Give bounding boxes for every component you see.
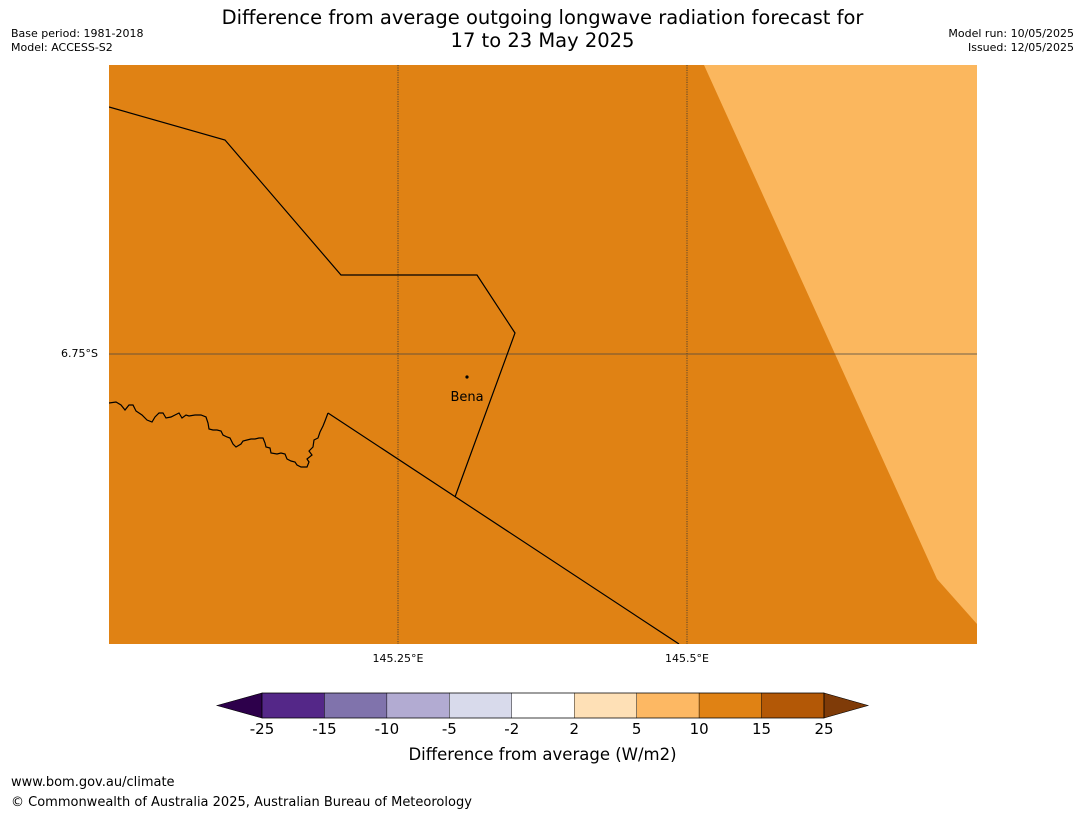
- place-label-bena: Bena: [450, 390, 483, 405]
- colorbar-segment: [261, 692, 325, 719]
- colorbar-tick-label: 25: [814, 720, 834, 738]
- colorbar-segment: [761, 692, 825, 719]
- colorbar-tick-label: -25: [249, 720, 275, 738]
- lon-label-145-5e: 145.5°E: [665, 652, 709, 665]
- map-panel: Bena: [109, 65, 977, 644]
- colorbar-under-arrow: [215, 692, 263, 719]
- colorbar-tick-label: 15: [752, 720, 772, 738]
- colorbar-tick-label: 10: [689, 720, 709, 738]
- colorbar-title: Difference from average (W/m2): [408, 745, 677, 764]
- issued-text: Issued: 12/05/2025: [967, 41, 1074, 54]
- footer-copyright: © Commonwealth of Australia 2025, Austra…: [11, 795, 472, 810]
- map-title-line2: 17 to 23 May 2025: [450, 29, 635, 52]
- base-period-text: Base period: 1981-2018: [11, 27, 144, 40]
- map-title-line1: Difference from average outgoing longwav…: [221, 6, 864, 29]
- colorbar-tick-label: 5: [631, 720, 642, 738]
- colorbar-segments: [261, 692, 825, 719]
- colorbar-segment: [698, 692, 762, 719]
- colorbar-segment: [574, 692, 637, 719]
- lat-label-6-75s: 6.75°S: [61, 347, 98, 360]
- anomaly-fill-secondary: [704, 65, 977, 624]
- province-border-north: [109, 106, 516, 498]
- model-run-text: Model run: 10/05/2025: [948, 27, 1074, 40]
- colorbar-segment: [386, 692, 450, 719]
- colorbar-tick-label: -2: [504, 720, 520, 738]
- model-text: Model: ACCESS-S2: [11, 41, 113, 54]
- province-border-west: [109, 401, 329, 468]
- colorbar-over-arrow: [823, 692, 870, 719]
- province-border-south: [327, 412, 680, 644]
- colorbar-tick-label: -10: [374, 720, 400, 738]
- meta-right: Model run: 10/05/2025 Issued: 12/05/2025: [948, 27, 1074, 55]
- footer-url: www.bom.gov.au/climate: [11, 775, 175, 790]
- colorbar-segment: [324, 692, 388, 719]
- colorbar-segment: [511, 692, 575, 719]
- colorbar-segment: [449, 692, 512, 719]
- map-title: Difference from average outgoing longwav…: [0, 6, 1085, 52]
- colorbar-tick-label: -5: [441, 720, 457, 738]
- colorbar-segment: [636, 692, 700, 719]
- meta-left: Base period: 1981-2018 Model: ACCESS-S2: [11, 27, 143, 55]
- colorbar-tick-label: -15: [312, 720, 337, 738]
- lon-label-145-25e: 145.25°E: [372, 652, 424, 665]
- colorbar-tick-label: 2: [569, 720, 579, 738]
- place-marker-dot: [465, 375, 469, 379]
- colorbar-frame: [261, 692, 825, 719]
